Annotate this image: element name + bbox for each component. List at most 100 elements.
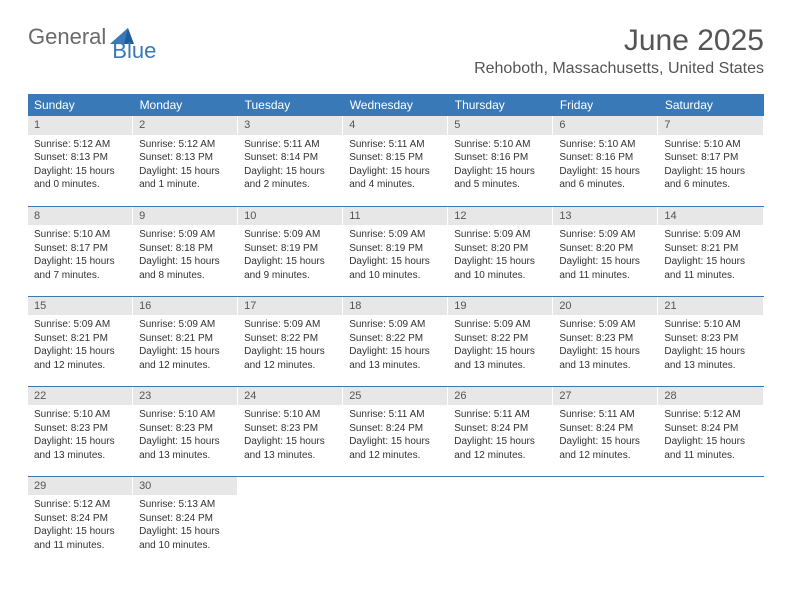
day-sunrise: Sunrise: 5:13 AM (139, 498, 232, 512)
day-body: Sunrise: 5:10 AMSunset: 8:17 PMDaylight:… (28, 225, 133, 286)
day-body: Sunrise: 5:09 AMSunset: 8:19 PMDaylight:… (343, 225, 448, 286)
day-sunrise: Sunrise: 5:12 AM (664, 408, 757, 422)
day-sunset: Sunset: 8:24 PM (559, 422, 652, 436)
day-sunset: Sunset: 8:24 PM (34, 512, 127, 526)
day-sunset: Sunset: 8:19 PM (349, 242, 442, 256)
day-number: 14 (658, 207, 763, 226)
day-sunset: Sunset: 8:23 PM (244, 422, 337, 436)
day-daylight: Daylight: 15 hours and 13 minutes. (664, 345, 757, 372)
logo-word-blue: Blue (112, 38, 156, 64)
day-sunrise: Sunrise: 5:12 AM (34, 498, 127, 512)
day-sunset: Sunset: 8:22 PM (349, 332, 442, 346)
day-sunrise: Sunrise: 5:09 AM (454, 318, 547, 332)
calendar-cell (343, 476, 448, 566)
day-daylight: Daylight: 15 hours and 2 minutes. (244, 165, 337, 192)
day-daylight: Daylight: 15 hours and 12 minutes. (34, 345, 127, 372)
calendar-cell: 5Sunrise: 5:10 AMSunset: 8:16 PMDaylight… (448, 116, 553, 206)
day-sunrise: Sunrise: 5:10 AM (664, 318, 757, 332)
day-number: 16 (133, 297, 238, 316)
day-sunrise: Sunrise: 5:10 AM (34, 228, 127, 242)
calendar-cell (448, 476, 553, 566)
day-daylight: Daylight: 15 hours and 9 minutes. (244, 255, 337, 282)
day-sunset: Sunset: 8:16 PM (454, 151, 547, 165)
day-daylight: Daylight: 15 hours and 12 minutes. (349, 435, 442, 462)
calendar-cell: 7Sunrise: 5:10 AMSunset: 8:17 PMDaylight… (658, 116, 763, 206)
calendar-cell: 2Sunrise: 5:12 AMSunset: 8:13 PMDaylight… (133, 116, 238, 206)
calendar-cell: 16Sunrise: 5:09 AMSunset: 8:21 PMDayligh… (133, 296, 238, 386)
day-number: 3 (238, 116, 343, 135)
day-number: 6 (553, 116, 658, 135)
weekday-header: Thursday (448, 94, 553, 116)
day-daylight: Daylight: 15 hours and 10 minutes. (349, 255, 442, 282)
calendar-cell: 12Sunrise: 5:09 AMSunset: 8:20 PMDayligh… (448, 206, 553, 296)
day-body: Sunrise: 5:10 AMSunset: 8:17 PMDaylight:… (658, 135, 763, 196)
day-body: Sunrise: 5:12 AMSunset: 8:13 PMDaylight:… (133, 135, 238, 196)
calendar-cell: 10Sunrise: 5:09 AMSunset: 8:19 PMDayligh… (238, 206, 343, 296)
day-sunset: Sunset: 8:23 PM (139, 422, 232, 436)
day-number: 21 (658, 297, 763, 316)
calendar-cell: 15Sunrise: 5:09 AMSunset: 8:21 PMDayligh… (28, 296, 133, 386)
day-body: Sunrise: 5:11 AMSunset: 8:24 PMDaylight:… (343, 405, 448, 466)
day-number-empty (553, 477, 658, 496)
day-body: Sunrise: 5:10 AMSunset: 8:23 PMDaylight:… (238, 405, 343, 466)
day-daylight: Daylight: 15 hours and 11 minutes. (664, 255, 757, 282)
day-body: Sunrise: 5:11 AMSunset: 8:15 PMDaylight:… (343, 135, 448, 196)
day-sunset: Sunset: 8:22 PM (454, 332, 547, 346)
day-daylight: Daylight: 15 hours and 13 minutes. (454, 345, 547, 372)
calendar-table: Sunday Monday Tuesday Wednesday Thursday… (28, 94, 764, 566)
day-sunset: Sunset: 8:19 PM (244, 242, 337, 256)
day-body: Sunrise: 5:13 AMSunset: 8:24 PMDaylight:… (133, 495, 238, 556)
calendar-cell: 17Sunrise: 5:09 AMSunset: 8:22 PMDayligh… (238, 296, 343, 386)
day-sunset: Sunset: 8:23 PM (664, 332, 757, 346)
day-number: 7 (658, 116, 763, 135)
day-daylight: Daylight: 15 hours and 4 minutes. (349, 165, 442, 192)
calendar-cell: 6Sunrise: 5:10 AMSunset: 8:16 PMDaylight… (553, 116, 658, 206)
calendar-cell: 20Sunrise: 5:09 AMSunset: 8:23 PMDayligh… (553, 296, 658, 386)
weekday-header: Tuesday (238, 94, 343, 116)
day-body: Sunrise: 5:11 AMSunset: 8:24 PMDaylight:… (553, 405, 658, 466)
day-number: 23 (133, 387, 238, 406)
calendar-row: 8Sunrise: 5:10 AMSunset: 8:17 PMDaylight… (28, 206, 764, 296)
day-number: 13 (553, 207, 658, 226)
day-sunrise: Sunrise: 5:09 AM (34, 318, 127, 332)
day-sunset: Sunset: 8:24 PM (454, 422, 547, 436)
day-sunrise: Sunrise: 5:12 AM (139, 138, 232, 152)
day-sunset: Sunset: 8:21 PM (34, 332, 127, 346)
day-body: Sunrise: 5:09 AMSunset: 8:18 PMDaylight:… (133, 225, 238, 286)
day-body: Sunrise: 5:09 AMSunset: 8:19 PMDaylight:… (238, 225, 343, 286)
day-daylight: Daylight: 15 hours and 10 minutes. (139, 525, 232, 552)
day-number-empty (448, 477, 553, 496)
day-body: Sunrise: 5:10 AMSunset: 8:16 PMDaylight:… (448, 135, 553, 196)
day-body: Sunrise: 5:09 AMSunset: 8:22 PMDaylight:… (343, 315, 448, 376)
calendar-cell: 8Sunrise: 5:10 AMSunset: 8:17 PMDaylight… (28, 206, 133, 296)
calendar-row: 15Sunrise: 5:09 AMSunset: 8:21 PMDayligh… (28, 296, 764, 386)
day-number: 8 (28, 207, 133, 226)
calendar-cell: 18Sunrise: 5:09 AMSunset: 8:22 PMDayligh… (343, 296, 448, 386)
day-number: 24 (238, 387, 343, 406)
calendar-cell: 30Sunrise: 5:13 AMSunset: 8:24 PMDayligh… (133, 476, 238, 566)
day-daylight: Daylight: 15 hours and 13 minutes. (244, 435, 337, 462)
day-daylight: Daylight: 15 hours and 13 minutes. (139, 435, 232, 462)
day-body: Sunrise: 5:09 AMSunset: 8:22 PMDaylight:… (448, 315, 553, 376)
day-number: 2 (133, 116, 238, 135)
day-daylight: Daylight: 15 hours and 6 minutes. (664, 165, 757, 192)
weekday-header-row: Sunday Monday Tuesday Wednesday Thursday… (28, 94, 764, 116)
day-number-empty (343, 477, 448, 496)
day-body: Sunrise: 5:11 AMSunset: 8:24 PMDaylight:… (448, 405, 553, 466)
day-daylight: Daylight: 15 hours and 13 minutes. (349, 345, 442, 372)
day-sunset: Sunset: 8:17 PM (34, 242, 127, 256)
day-sunrise: Sunrise: 5:09 AM (349, 318, 442, 332)
day-number: 22 (28, 387, 133, 406)
calendar-cell: 27Sunrise: 5:11 AMSunset: 8:24 PMDayligh… (553, 386, 658, 476)
day-daylight: Daylight: 15 hours and 13 minutes. (34, 435, 127, 462)
day-number: 19 (448, 297, 553, 316)
day-body: Sunrise: 5:12 AMSunset: 8:24 PMDaylight:… (28, 495, 133, 556)
day-sunset: Sunset: 8:24 PM (139, 512, 232, 526)
day-sunset: Sunset: 8:23 PM (559, 332, 652, 346)
day-body: Sunrise: 5:09 AMSunset: 8:20 PMDaylight:… (553, 225, 658, 286)
day-number: 18 (343, 297, 448, 316)
day-body: Sunrise: 5:09 AMSunset: 8:21 PMDaylight:… (658, 225, 763, 286)
month-title: June 2025 (474, 24, 764, 58)
day-number: 25 (343, 387, 448, 406)
day-daylight: Daylight: 15 hours and 1 minute. (139, 165, 232, 192)
